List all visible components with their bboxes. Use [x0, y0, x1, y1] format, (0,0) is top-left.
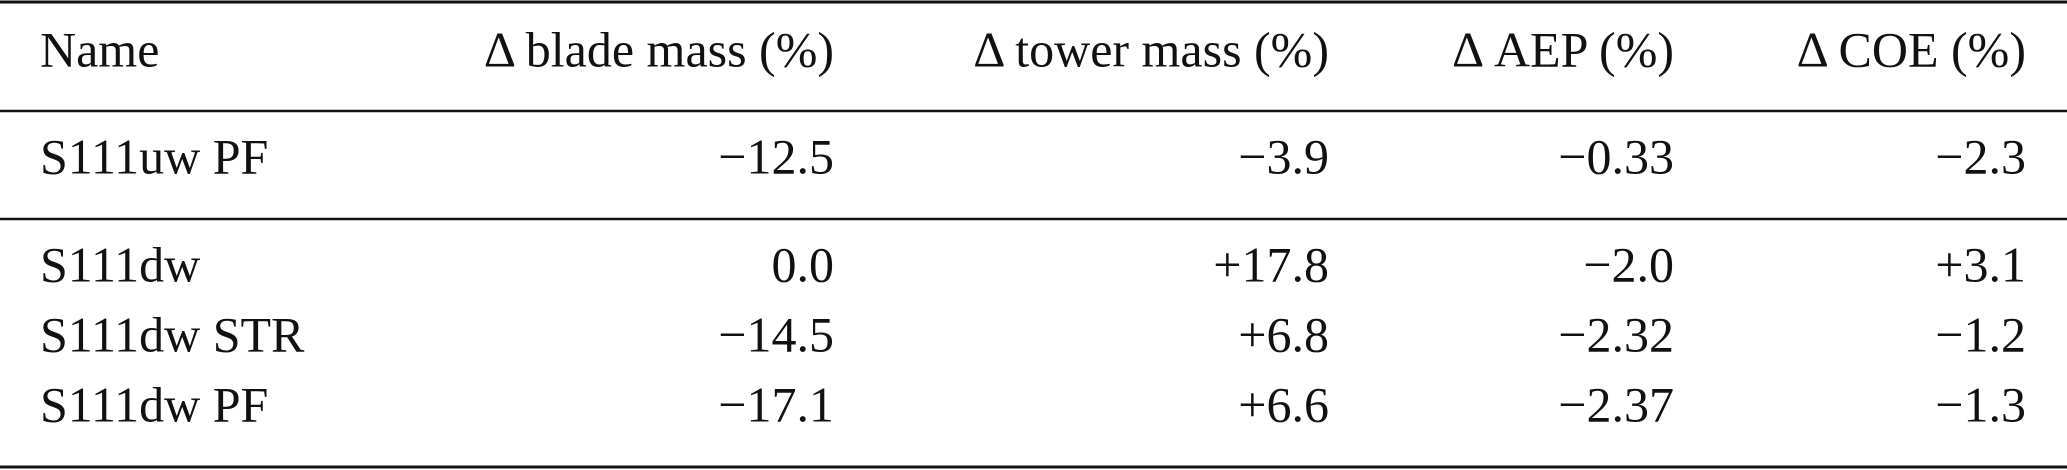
cell: −14.5 — [718, 306, 834, 362]
cell: −17.1 — [718, 376, 834, 432]
cell: −2.37 — [1558, 376, 1674, 432]
header-cell: Δ AEP (%) — [1452, 21, 1674, 77]
cell: −2.0 — [1583, 236, 1674, 292]
header-cell: Δ blade mass (%) — [484, 21, 834, 77]
cell: −2.32 — [1558, 306, 1674, 362]
cell: +3.1 — [1935, 236, 2026, 292]
cell: −12.5 — [718, 128, 834, 184]
cell: +6.8 — [1238, 306, 1329, 362]
cell: −1.2 — [1935, 306, 2026, 362]
cell: S111dw — [40, 236, 200, 292]
header-cell: Name — [40, 21, 159, 77]
cell: S111dw STR — [40, 306, 305, 362]
cell: −2.3 — [1935, 128, 2026, 184]
cell: −1.3 — [1935, 376, 2026, 432]
cell: −3.9 — [1238, 128, 1329, 184]
header-cell: Δ COE (%) — [1797, 21, 2026, 77]
cell: +17.8 — [1213, 236, 1329, 292]
cell: 0.0 — [772, 236, 835, 292]
cell: −0.33 — [1558, 128, 1674, 184]
header-cell: Δ tower mass (%) — [973, 21, 1329, 77]
cell: S111dw PF — [40, 376, 268, 432]
cell: S111uw PF — [40, 128, 268, 184]
cell: +6.6 — [1238, 376, 1329, 432]
